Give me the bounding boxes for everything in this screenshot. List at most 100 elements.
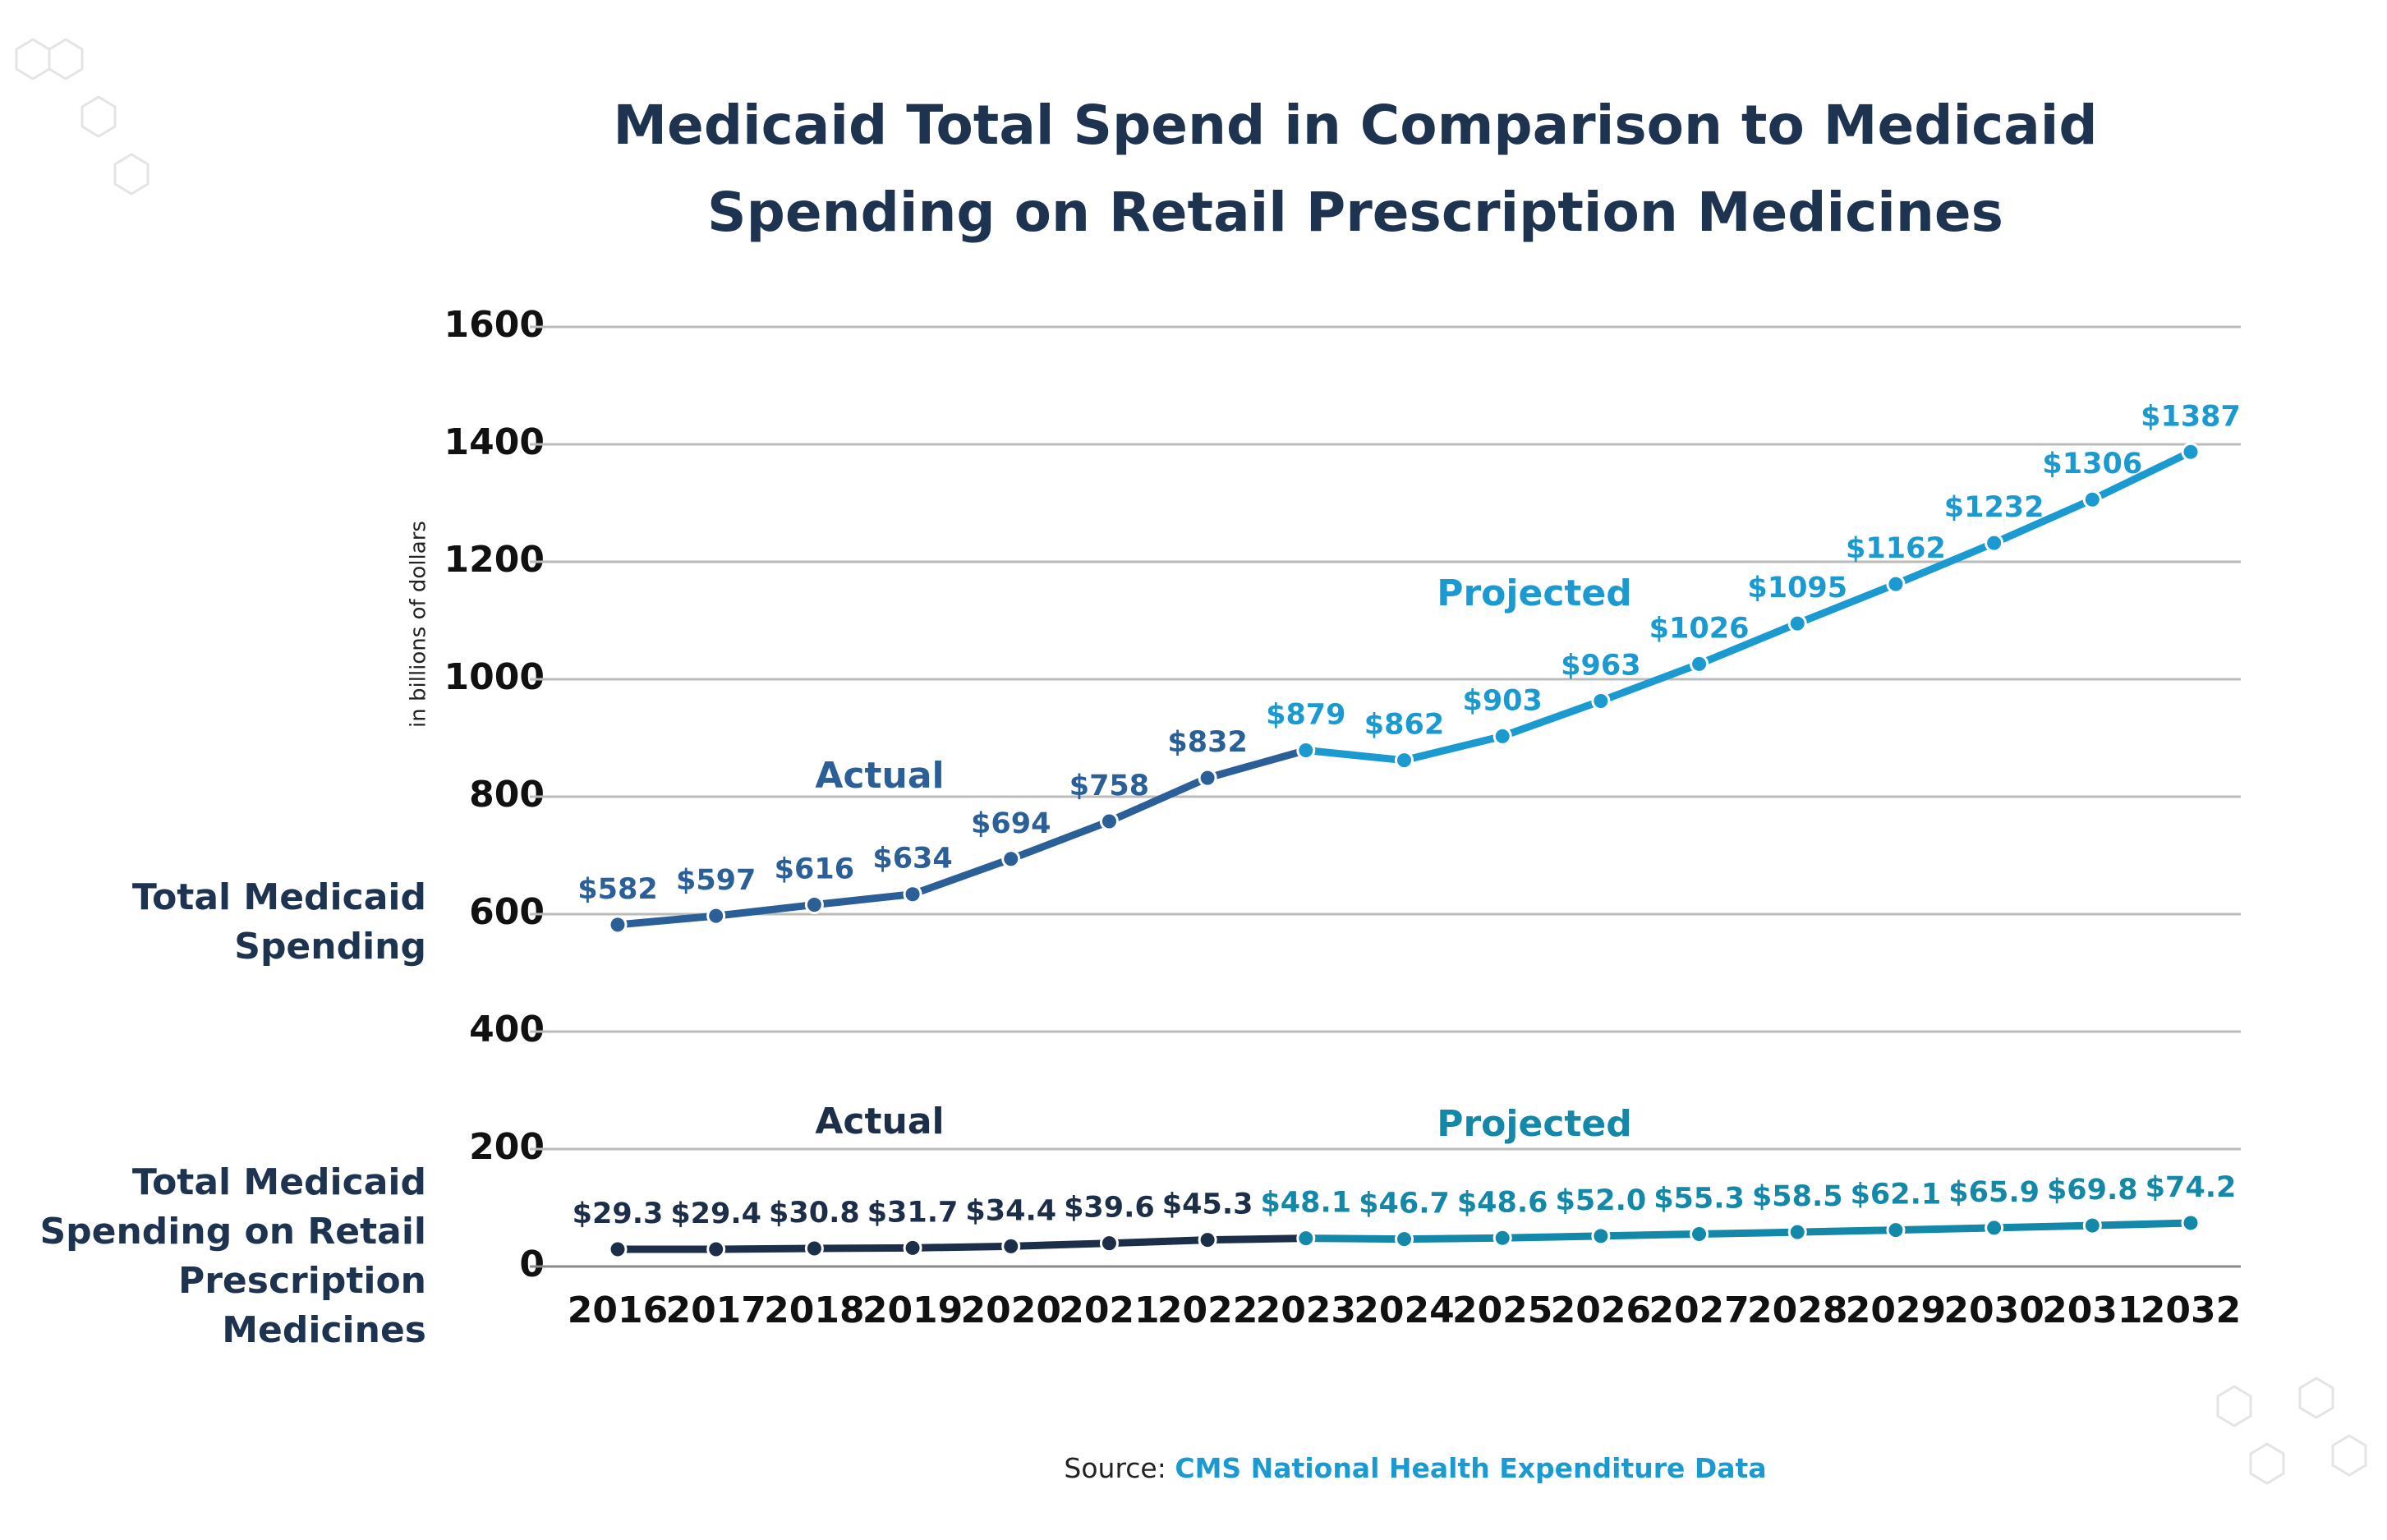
- point: [1001, 1236, 1021, 1256]
- y-tick-label: 600: [469, 891, 545, 933]
- y-tick-label: 400: [469, 1009, 545, 1050]
- line-segment: [908, 855, 1015, 899]
- data-label: $1306: [2042, 448, 2142, 480]
- line-segment: [1400, 732, 1506, 765]
- line-segment: [908, 1242, 1015, 1252]
- line-segment: [1793, 580, 1900, 627]
- y-tick-label: 1200: [444, 539, 545, 581]
- data-label: $1026: [1649, 612, 1750, 645]
- point: [1985, 1218, 2004, 1238]
- point: [1492, 726, 1512, 746]
- data-label: $39.6: [1064, 1192, 1155, 1225]
- data-label: $1095: [1747, 572, 1847, 605]
- source-prefix: Source:: [1064, 1452, 1166, 1484]
- source-link: CMS National Health Expenditure Data: [1175, 1452, 1767, 1484]
- annotation: Actual: [815, 755, 944, 797]
- line-segment: [1695, 1228, 1801, 1238]
- x-tick-label: 2030: [1943, 1289, 2044, 1331]
- line-segment: [1302, 747, 1408, 765]
- data-label: $963: [1561, 649, 1640, 682]
- point: [1690, 654, 1709, 673]
- point: [804, 895, 824, 915]
- x-tick-label: 2023: [1256, 1289, 1356, 1331]
- line-segment: [1105, 774, 1212, 825]
- data-label: $48.1: [1260, 1187, 1351, 1220]
- y-tick-label: 0: [519, 1243, 545, 1285]
- x-tick-label: 2018: [764, 1289, 864, 1331]
- data-label: $46.7: [1359, 1188, 1450, 1221]
- point: [1886, 1221, 1906, 1240]
- x-tick-label: 2027: [1649, 1289, 1749, 1331]
- data-label: $30.8: [769, 1197, 860, 1230]
- x-tick-label: 2017: [665, 1289, 766, 1331]
- point: [1395, 1230, 1414, 1249]
- data-label: $1162: [1846, 532, 1946, 565]
- data-label: $62.1: [1851, 1179, 1942, 1211]
- data-label: $45.3: [1162, 1188, 1253, 1221]
- line-segment: [1892, 1224, 1998, 1234]
- annotation: Projected: [1437, 1103, 1632, 1145]
- annotation: Actual: [815, 1101, 944, 1142]
- point: [1296, 1229, 1316, 1248]
- line-segment: [2088, 1219, 2195, 1230]
- point: [2181, 1213, 2201, 1233]
- line-segment: [1400, 1234, 1506, 1243]
- series-label: Total Medicaid Spending: [131, 876, 426, 968]
- data-label: $694: [971, 807, 1051, 840]
- data-label: $1387: [2141, 400, 2241, 433]
- point: [1787, 614, 1807, 633]
- line-segment: [712, 901, 818, 920]
- y-axis-title: in billions of dollars: [407, 521, 431, 728]
- point: [608, 1239, 628, 1259]
- point: [1690, 1224, 1709, 1243]
- y-tick-label: 800: [469, 774, 545, 816]
- data-label: $29.3: [573, 1198, 664, 1230]
- data-label: $69.8: [2047, 1174, 2138, 1207]
- data-label: $29.4: [670, 1198, 761, 1230]
- point: [1591, 691, 1611, 710]
- data-label: $634: [872, 843, 952, 876]
- y-tick-label: 1000: [444, 656, 545, 698]
- point: [1198, 1230, 1217, 1250]
- line-segment: [1498, 696, 1605, 740]
- point: [1198, 768, 1217, 788]
- annotation: Projected: [1437, 572, 1632, 614]
- line-segment: [810, 890, 917, 909]
- line-segment: [1597, 1230, 1704, 1240]
- chart-title: Medicaid Total Spend in Comparison to Me…: [613, 94, 2098, 244]
- point: [1296, 741, 1316, 761]
- y-tick-label: 1600: [444, 304, 545, 346]
- x-tick-label: 2019: [862, 1289, 963, 1331]
- line-segment: [712, 1244, 818, 1253]
- point: [1886, 574, 1906, 594]
- source: Source: CMS National Health Expenditure …: [0, 1452, 2387, 1484]
- data-label: $55.3: [1653, 1182, 1745, 1215]
- x-tick-label: 2022: [1157, 1289, 1258, 1331]
- x-tick-label: 2025: [1452, 1289, 1552, 1331]
- line-segment: [1203, 747, 1310, 782]
- data-label: $879: [1266, 699, 1345, 732]
- point: [2082, 490, 2102, 509]
- data-label: $758: [1069, 770, 1149, 802]
- x-tick-label: 2029: [1846, 1289, 1946, 1331]
- line-segment: [1892, 539, 1998, 588]
- data-label: $903: [1462, 684, 1542, 717]
- data-label: $862: [1364, 709, 1444, 742]
- line-segment: [614, 912, 720, 929]
- point: [1395, 751, 1414, 770]
- point: [706, 1239, 726, 1259]
- point: [2181, 442, 2201, 462]
- line-segment: [1498, 1232, 1605, 1242]
- line-segment: [1007, 817, 1113, 863]
- data-label: $597: [676, 864, 756, 897]
- data-label: $582: [577, 873, 657, 906]
- line-segment: [1597, 660, 1704, 705]
- point: [1492, 1228, 1512, 1248]
- line-segment: [1695, 619, 1801, 668]
- x-tick-label: 2026: [1551, 1289, 1651, 1331]
- y-tick-label: 1400: [444, 421, 545, 463]
- data-label: $616: [775, 853, 854, 886]
- line-segment: [1990, 1221, 2096, 1232]
